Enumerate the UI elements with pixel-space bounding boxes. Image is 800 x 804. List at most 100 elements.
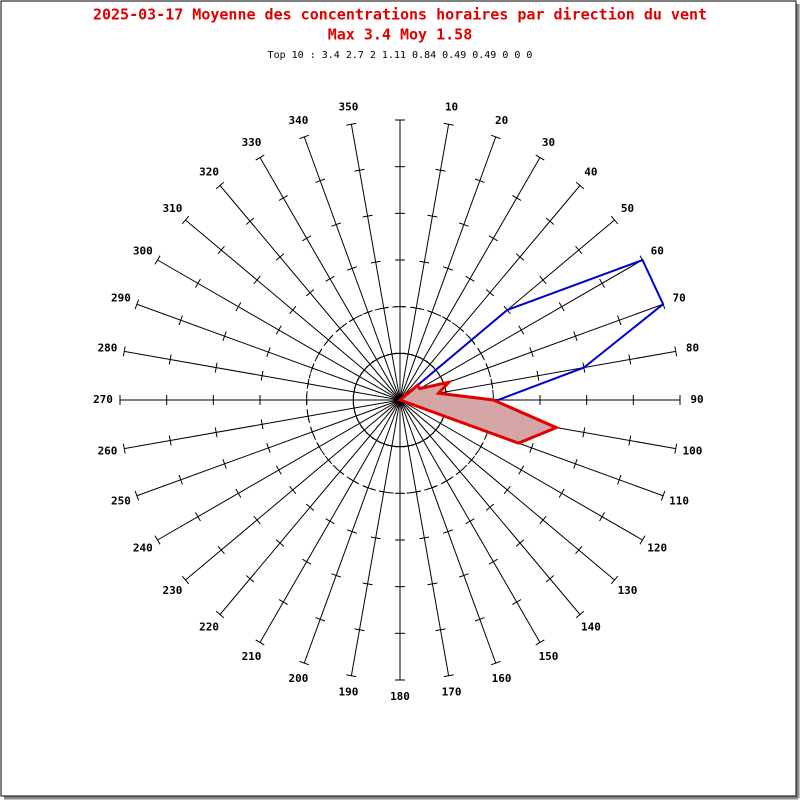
radial-tick <box>260 419 264 430</box>
radial-tick <box>278 599 288 606</box>
radial-tick <box>490 660 501 666</box>
direction-label: 280 <box>98 341 118 354</box>
radial-tick <box>610 215 619 225</box>
radial-tick <box>427 582 438 586</box>
radial-tick <box>289 305 297 315</box>
radial-tick <box>362 214 373 218</box>
radial-tick <box>515 253 525 261</box>
radial-tick <box>324 335 333 345</box>
radial-tick <box>363 310 373 315</box>
radial-tick <box>154 255 161 265</box>
radial-tick <box>575 245 583 255</box>
radial-tick <box>639 535 646 545</box>
direction-label: 330 <box>242 136 262 149</box>
radial-tick <box>181 215 190 225</box>
radial-tick <box>347 529 357 534</box>
direction-label: 340 <box>288 114 308 127</box>
radial-tick <box>275 539 285 547</box>
radial-tick <box>512 599 522 606</box>
direction-label: 190 <box>338 685 358 698</box>
radial-tick <box>411 490 422 494</box>
radial-tick <box>535 639 545 646</box>
radial-tick <box>536 370 540 381</box>
radial-tick <box>485 503 495 511</box>
top-ten-note: Top 10 : 3.4 2.7 2 1.11 0.84 0.49 0.49 0… <box>268 50 533 61</box>
radial-tick <box>617 315 622 326</box>
radial-tick <box>386 352 397 356</box>
direction-label: 170 <box>442 685 462 698</box>
direction-label: 290 <box>111 291 131 304</box>
radial-tick <box>122 346 126 357</box>
direction-label: 120 <box>647 542 667 555</box>
radial-tick <box>316 442 323 452</box>
radial-tick <box>122 443 126 454</box>
radial-tick <box>302 235 312 242</box>
radial-tick <box>419 536 430 540</box>
radial-tick <box>347 266 357 271</box>
radial-tick <box>310 427 315 437</box>
radial-tick <box>348 477 358 484</box>
radial-tick <box>346 674 357 678</box>
radial-tick <box>575 610 585 619</box>
radial-tick <box>299 134 310 140</box>
radial-tick <box>660 490 666 501</box>
radial-tick <box>315 178 326 183</box>
series-polygon <box>397 379 561 445</box>
radial-tick <box>245 217 255 225</box>
radial-tick <box>411 306 422 310</box>
radial-tick <box>419 260 430 264</box>
radial-tick <box>305 503 315 511</box>
radial-tick <box>245 575 255 583</box>
radial-tick <box>474 617 485 622</box>
radial-tick <box>378 490 389 494</box>
radial-tick <box>458 573 469 578</box>
direction-label: 270 <box>93 393 113 406</box>
direction-label: 60 <box>651 245 664 258</box>
radial-tick <box>503 485 511 495</box>
radial-tick <box>485 363 490 373</box>
chart-subtitle: Max 3.4 Moy 1.58 <box>328 26 473 44</box>
radial-tick <box>266 443 271 453</box>
radial-tick <box>467 455 476 465</box>
radial-tick <box>599 278 606 288</box>
radial-tick <box>178 315 183 326</box>
radial-tick <box>628 354 632 365</box>
radial-tick <box>558 488 565 498</box>
radial-tick <box>535 154 545 161</box>
radial-tick <box>302 558 312 565</box>
radial-tick <box>529 443 534 453</box>
radial-tick <box>477 442 484 452</box>
direction-label: 310 <box>163 202 183 215</box>
direction-label: 80 <box>686 341 699 354</box>
radial-tick <box>573 331 578 342</box>
radial-tick <box>331 222 342 227</box>
radial-tick <box>325 518 335 525</box>
radial-tick <box>529 347 534 357</box>
radial-tick <box>255 639 265 646</box>
radial-tick <box>539 275 547 285</box>
radial-tick <box>477 348 484 358</box>
radial-tick <box>168 354 172 365</box>
radial-tick <box>299 660 310 666</box>
direction-label: 30 <box>542 136 555 149</box>
radial-tick <box>348 316 358 323</box>
radial-tick <box>310 363 315 373</box>
radial-tick <box>194 512 201 522</box>
direction-label: 160 <box>492 672 512 685</box>
radial-tick <box>178 474 183 485</box>
radial-tick <box>443 674 454 678</box>
radial-tick <box>490 134 501 140</box>
radial-tick <box>217 545 225 555</box>
radial-tick <box>134 299 140 310</box>
radial-tick <box>168 435 172 446</box>
radial-tick <box>465 518 475 525</box>
radial-tick <box>465 275 475 282</box>
direction-label: 70 <box>672 291 685 304</box>
radial-tick <box>582 427 586 438</box>
radial-tick <box>435 168 446 172</box>
radial-tick <box>674 443 678 454</box>
radial-tick <box>362 582 373 586</box>
radial-tick <box>181 575 190 585</box>
